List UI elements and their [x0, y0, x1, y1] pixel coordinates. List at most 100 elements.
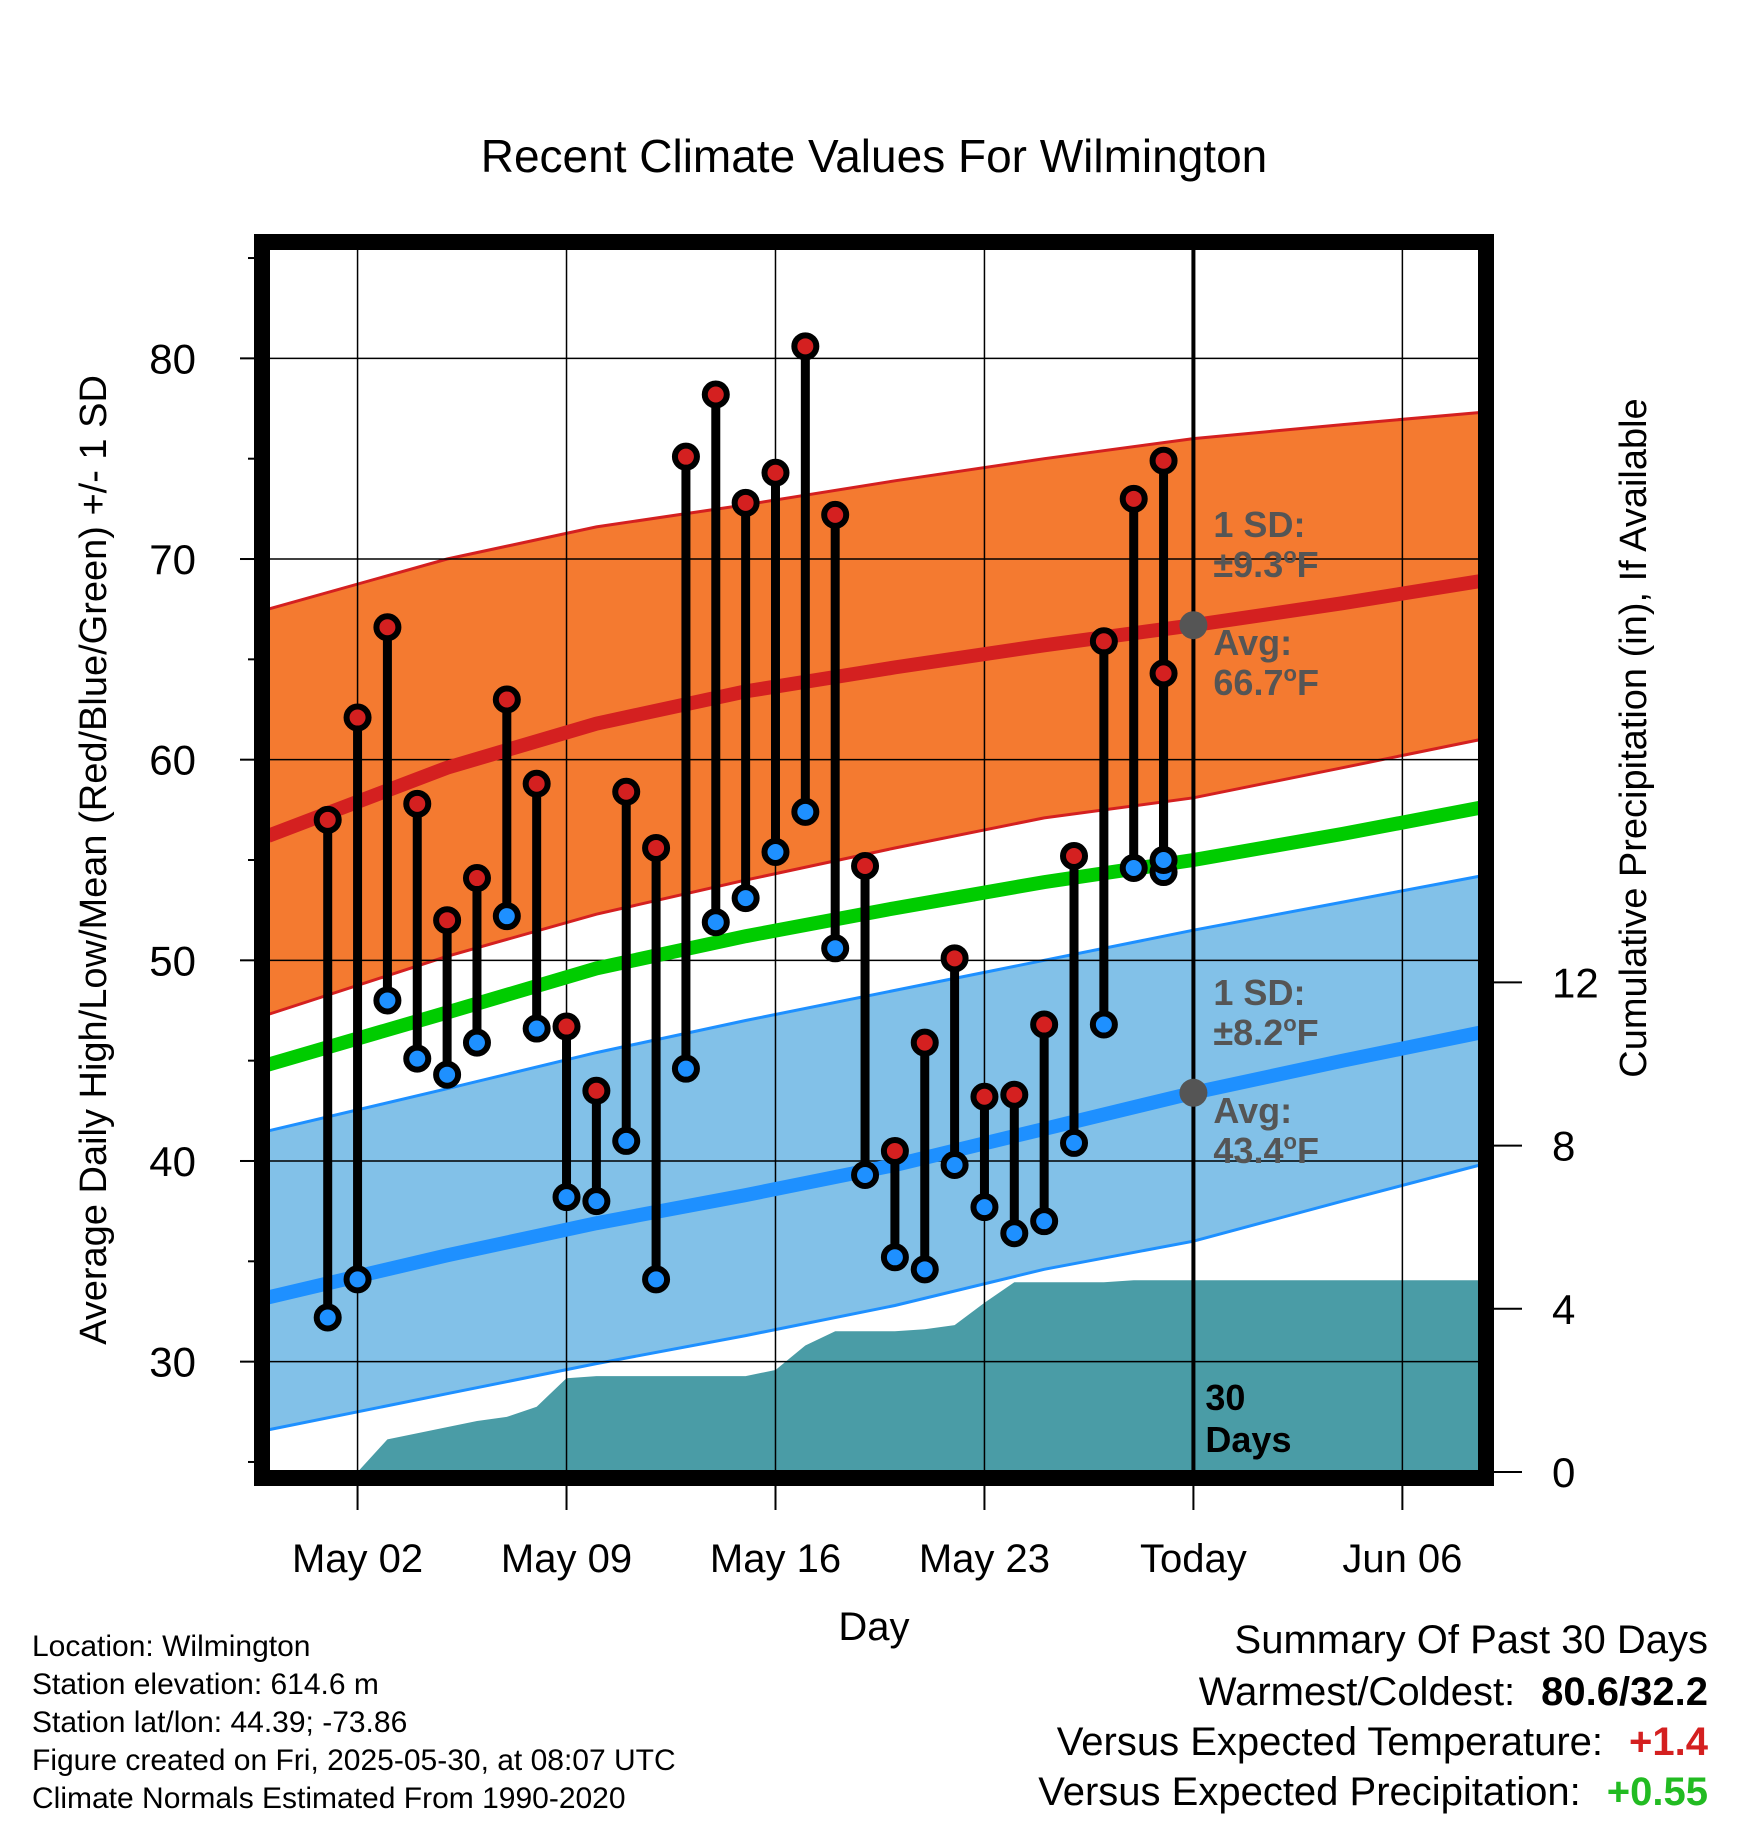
- x-axis: May 02 May 09 May 16 May 23 Today Jun 06: [292, 1484, 1462, 1581]
- high-point: [970, 1082, 999, 1111]
- high-point: [880, 1136, 909, 1165]
- today-high-normal-marker: [1179, 611, 1208, 640]
- x-tick-label: May 16: [710, 1537, 841, 1581]
- low-point: [821, 934, 850, 963]
- high-point: [1149, 659, 1178, 688]
- x-tick-label: May 09: [501, 1537, 632, 1581]
- temp-value: +1.4: [1629, 1720, 1708, 1764]
- info-elevation: Station elevation: 614.6 m: [32, 1668, 379, 1701]
- y2-tick-label: 4: [1552, 1286, 1575, 1333]
- low-sd-band: [268, 876, 1480, 1430]
- low-point: [612, 1126, 641, 1155]
- annotation-label: Avg:: [1213, 1090, 1292, 1131]
- high-upper-edge: [267, 411, 1481, 611]
- high-point: [1089, 627, 1118, 656]
- plot-frame: [254, 234, 1494, 1486]
- summary-warmest: Warmest/Coldest: 80.6/32.2: [1199, 1670, 1708, 1715]
- days-label-word: Days: [1205, 1419, 1291, 1460]
- high-point: [1030, 1010, 1059, 1039]
- high-point: [433, 906, 462, 935]
- annotation-label: Avg:: [1213, 622, 1292, 663]
- high-point: [851, 852, 880, 881]
- high-point: [1119, 484, 1148, 513]
- y2-axis-label: Cumulative Precipitation (in), If Availa…: [1613, 398, 1655, 1077]
- annotation-label: 1 SD:: [1213, 972, 1305, 1013]
- x-tick-label: May 23: [919, 1537, 1050, 1581]
- low-point: [1000, 1219, 1029, 1248]
- info-created: Figure created on Fri, 2025-05-30, at 08…: [32, 1744, 676, 1777]
- plot-border: [254, 234, 1494, 1486]
- summary-heading: Summary Of Past 30 Days: [1234, 1618, 1708, 1662]
- y-tick-label: 70: [149, 536, 196, 583]
- today-low-normal-marker: [1179, 1078, 1208, 1107]
- low-point: [731, 884, 760, 913]
- annotation-value: 66.7oF: [1213, 661, 1319, 703]
- high-point: [701, 380, 730, 409]
- high-point: [612, 777, 641, 806]
- chart-title: Recent Climate Values For Wilmington: [481, 130, 1268, 182]
- precip-label: Versus Expected Precipitation:: [1038, 1770, 1581, 1814]
- low-point: [671, 1054, 700, 1083]
- high-point: [642, 833, 671, 862]
- normal-mean-line: [266, 800, 1482, 1072]
- low-point: [522, 1014, 551, 1043]
- low-point: [492, 902, 521, 931]
- y2-tick-label: 0: [1552, 1449, 1575, 1496]
- low-point: [701, 908, 730, 937]
- x-tick-label: Jun 06: [1342, 1537, 1462, 1581]
- x-axis-label: Day: [838, 1605, 909, 1649]
- low-point: [313, 1303, 342, 1332]
- low-point: [462, 1028, 491, 1057]
- high-point: [821, 500, 850, 529]
- low-point: [642, 1265, 671, 1294]
- y-tick-label: 80: [149, 335, 196, 382]
- low-point: [880, 1243, 909, 1272]
- low-point: [552, 1183, 581, 1212]
- info-normals: Climate Normals Estimated From 1990-2020: [32, 1782, 626, 1815]
- high-sd-band: [268, 412, 1480, 1015]
- x-tick-label: May 02: [292, 1537, 423, 1581]
- high-point: [1060, 841, 1089, 870]
- high-point: [552, 1012, 581, 1041]
- info-latlon: Station lat/lon: 44.39; -73.86: [32, 1706, 408, 1739]
- right-y-axis: 0 4 8 12: [1492, 959, 1599, 1496]
- high-point: [373, 613, 402, 642]
- high-point: [1000, 1080, 1029, 1109]
- high-point: [582, 1076, 611, 1105]
- low-point: [791, 797, 820, 826]
- high-point: [1149, 446, 1178, 475]
- low-point: [433, 1060, 462, 1089]
- precipitation-area: [357, 1280, 1481, 1472]
- high-point: [313, 805, 342, 834]
- high-point: [492, 685, 521, 714]
- low-lower-edge: [267, 1163, 1481, 1432]
- low-point: [970, 1193, 999, 1222]
- summary-precipitation: Versus Expected Precipitation: +0.55: [1038, 1770, 1708, 1815]
- low-point: [373, 986, 402, 1015]
- y-tick-label: 60: [149, 737, 196, 784]
- high-point: [791, 332, 820, 361]
- high-point: [731, 488, 760, 517]
- days-label-number: 30: [1205, 1377, 1245, 1418]
- summary-temperature: Versus Expected Temperature: +1.4: [1057, 1720, 1708, 1765]
- warmest-value: 80.6/32.2: [1541, 1670, 1708, 1714]
- precipitation-fill: [357, 1280, 1481, 1472]
- y-tick-label: 30: [149, 1339, 196, 1386]
- high-point: [403, 789, 432, 818]
- y-tick-label: 50: [149, 937, 196, 984]
- low-point: [761, 837, 790, 866]
- low-point: [1030, 1207, 1059, 1236]
- low-point: [1149, 846, 1178, 874]
- daily-points: [313, 332, 1178, 1332]
- temp-label: Versus Expected Temperature:: [1056, 1720, 1604, 1764]
- info-location: Location: Wilmington: [32, 1630, 311, 1663]
- y-tick-label: 40: [149, 1138, 196, 1185]
- low-point: [403, 1044, 432, 1073]
- high-point: [462, 864, 491, 893]
- high-point: [910, 1028, 939, 1057]
- daily-range-bars: [323, 346, 1169, 1318]
- high-point: [522, 769, 551, 798]
- annotation-value: ±8.2oF: [1213, 1011, 1318, 1053]
